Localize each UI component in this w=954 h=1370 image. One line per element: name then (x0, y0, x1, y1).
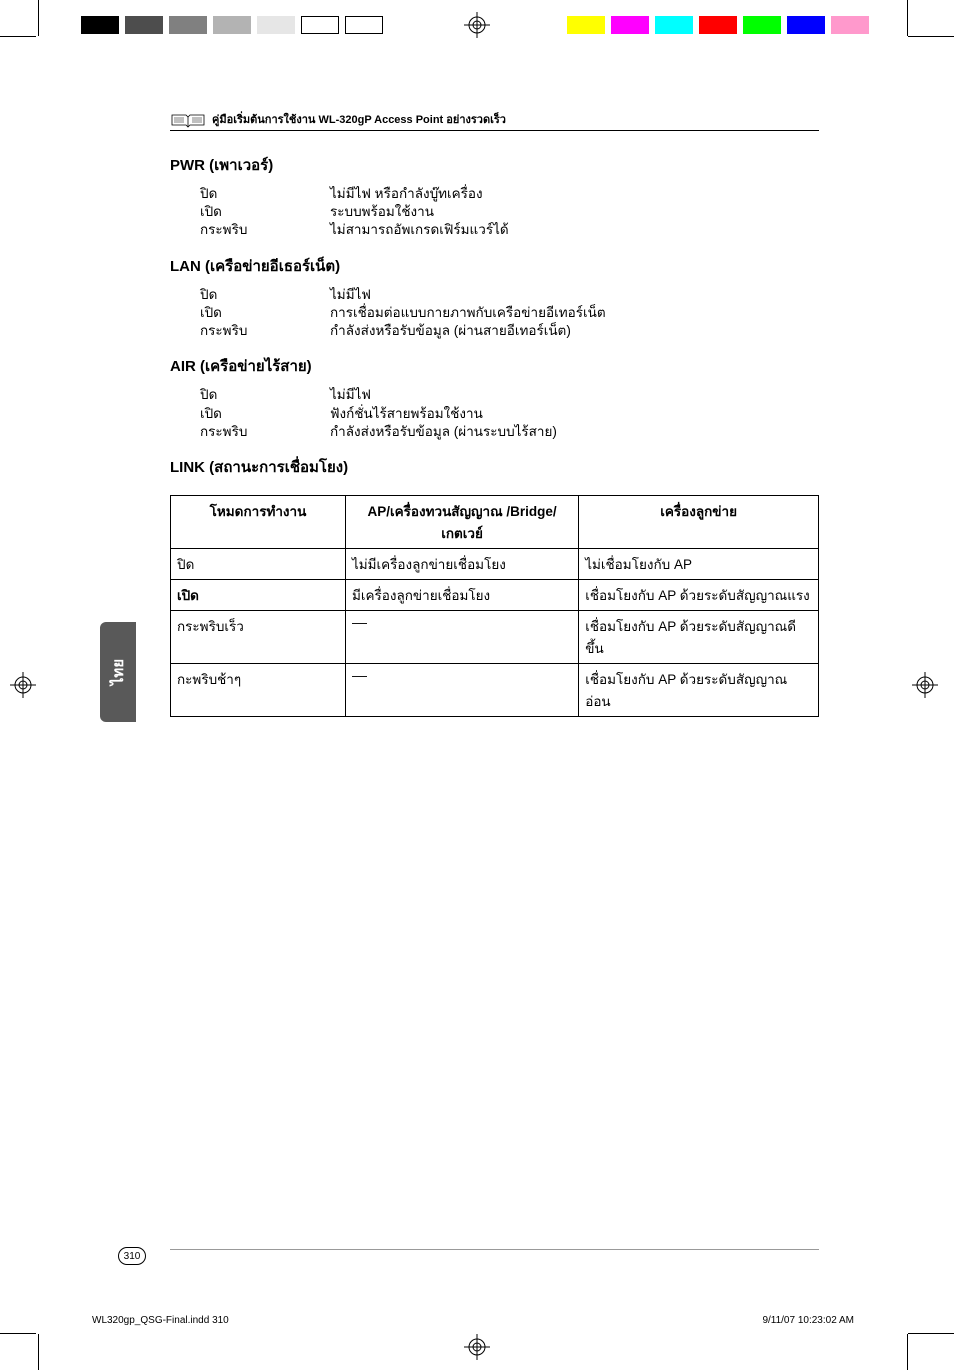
status-key: กระพริบ (200, 322, 330, 340)
status-row: กระพริบไม่สามารถอัพเกรดเฟิร์มแวร์ได้ (200, 221, 819, 239)
header-rule (170, 130, 819, 131)
status-key: เปิด (200, 304, 330, 322)
link-table: โหมดการทำงานAP/เครื่องทวนสัญญาณ /Bridge/… (170, 495, 819, 717)
table-header: โหมดการทำงาน (171, 495, 346, 548)
swatch (828, 14, 872, 36)
status-key: เปิด (200, 203, 330, 221)
status-key: กระพริบ (200, 423, 330, 441)
status-key: กระพริบ (200, 221, 330, 239)
table-cell: มีเครื่องลูกข่ายเชื่อมโยง (345, 579, 578, 610)
page-header: คู่มือเริ่มต้นการใช้งาน WL-320gP Access … (170, 110, 819, 129)
table-row: ปิดไม่มีเครื่องลูกข่ายเชื่อมโยงไม่เชื่อม… (171, 548, 819, 579)
table-row: กะพริบช้าๆ––เชื่อมโยงกับ AP ด้วยระดับสัญ… (171, 663, 819, 716)
status-value: ไม่มีไฟ (330, 286, 819, 304)
footer-file: WL320gp_QSG-Final.indd 310 (92, 1315, 229, 1326)
table-cell: –– (345, 663, 578, 716)
status-value: ไม่สามารถอัพเกรดเฟิร์มแวร์ได้ (330, 221, 819, 239)
language-tab: ไทย (100, 622, 136, 722)
swatch (342, 14, 386, 36)
page-number: 310 (118, 1247, 146, 1265)
status-row: เปิดระบบพร้อมใช้งาน (200, 203, 819, 221)
table-cell: เชื่อมโยงกับ AP ด้วยระดับสัญญาณแรง (579, 579, 819, 610)
section-head-lan: LAN (เครือข่ายอีเธอร์เน็ต) (170, 254, 819, 278)
swatch (564, 14, 608, 36)
table-cell: ปิด (171, 548, 346, 579)
status-row: ปิดไม่มีไฟ (200, 286, 819, 304)
crop-mark (908, 1333, 954, 1334)
status-row: กระพริบกำลังส่งหรือรับข้อมูล (ผ่านระบบไร… (200, 423, 819, 441)
footer-rule (170, 1249, 819, 1250)
table-header: AP/เครื่องทวนสัญญาณ /Bridge/เกตเวย์ (345, 495, 578, 548)
crop-mark (0, 36, 36, 37)
header-title: คู่มือเริ่มต้นการใช้งาน WL-320gP Access … (206, 110, 506, 129)
status-row: เปิดฟังก์ชั่นไร้สายพร้อมใช้งาน (200, 405, 819, 423)
status-value: ไม่มีไฟ (330, 386, 819, 404)
swatch (166, 14, 210, 36)
crop-mark (908, 36, 954, 37)
print-footer: WL320gp_QSG-Final.indd 310 9/11/07 10:23… (92, 1315, 854, 1326)
status-key: ปิด (200, 386, 330, 404)
status-value: ฟังก์ชั่นไร้สายพร้อมใช้งาน (330, 405, 819, 423)
crop-mark (907, 1334, 908, 1370)
section-head-pwr: PWR (เพาเวอร์) (170, 153, 819, 177)
status-row: กระพริบกำลังส่งหรือรับข้อมูล (ผ่านสายอีเ… (200, 322, 819, 340)
crop-mark (907, 0, 908, 36)
swatch (696, 14, 740, 36)
status-row: เปิดการเชื่อมต่อแบบกายภาพกับเครือข่ายอีเ… (200, 304, 819, 322)
status-value: กำลังส่งหรือรับข้อมูล (ผ่านระบบไร้สาย) (330, 423, 819, 441)
colorbar-right (564, 14, 872, 36)
registration-mark-icon (464, 12, 490, 38)
table-row: เปิดมีเครื่องลูกข่ายเชื่อมโยงเชื่อมโยงกั… (171, 579, 819, 610)
table-row: กระพริบเร็ว––เชื่อมโยงกับ AP ด้วยระดับสั… (171, 610, 819, 663)
section-head-link: LINK (สถานะการเชื่อมโยง) (170, 455, 819, 479)
status-row: ปิดไม่มีไฟ (200, 386, 819, 404)
status-value: ไม่มีไฟ หรือกำลังบู๊ทเครื่อง (330, 185, 819, 203)
table-cell: –– (345, 610, 578, 663)
swatch (608, 14, 652, 36)
swatch (298, 14, 342, 36)
main-content: PWR (เพาเวอร์) ปิดไม่มีไฟ หรือกำลังบู๊ทเ… (170, 151, 819, 717)
crop-mark (38, 0, 39, 36)
swatch (210, 14, 254, 36)
table-cell: เชื่อมโยงกับ AP ด้วยระดับสัญญาณอ่อน (579, 663, 819, 716)
status-value: การเชื่อมต่อแบบกายภาพกับเครือข่ายอีเทอร์… (330, 304, 819, 322)
table-cell: เชื่อมโยงกับ AP ด้วยระดับสัญญาณดีขึ้น (579, 610, 819, 663)
status-key: ปิด (200, 286, 330, 304)
section-head-air: AIR (เครือข่ายไร้สาย) (170, 354, 819, 378)
swatch (784, 14, 828, 36)
language-tab-label: ไทย (106, 659, 130, 685)
registration-mark-icon (912, 672, 938, 698)
status-value: กำลังส่งหรือรับข้อมูล (ผ่านสายอีเทอร์เน็… (330, 322, 819, 340)
colorbar-left (78, 14, 386, 36)
status-value: ระบบพร้อมใช้งาน (330, 203, 819, 221)
status-row: ปิดไม่มีไฟ หรือกำลังบู๊ทเครื่อง (200, 185, 819, 203)
table-cell: เปิด (171, 579, 346, 610)
table-cell: กะพริบช้าๆ (171, 663, 346, 716)
swatch (254, 14, 298, 36)
crop-mark (0, 1333, 36, 1334)
swatch (78, 14, 122, 36)
table-cell: ไม่เชื่อมโยงกับ AP (579, 548, 819, 579)
footer-timestamp: 9/11/07 10:23:02 AM (762, 1315, 854, 1326)
status-key: ปิด (200, 185, 330, 203)
table-header: เครื่องลูกข่าย (579, 495, 819, 548)
crop-mark (38, 1334, 39, 1370)
registration-mark-icon (464, 1334, 490, 1360)
swatch (652, 14, 696, 36)
table-cell: กระพริบเร็ว (171, 610, 346, 663)
table-cell: ไม่มีเครื่องลูกข่ายเชื่อมโยง (345, 548, 578, 579)
registration-mark-icon (10, 672, 36, 698)
book-icon (170, 111, 206, 129)
swatch (122, 14, 166, 36)
swatch (740, 14, 784, 36)
status-key: เปิด (200, 405, 330, 423)
